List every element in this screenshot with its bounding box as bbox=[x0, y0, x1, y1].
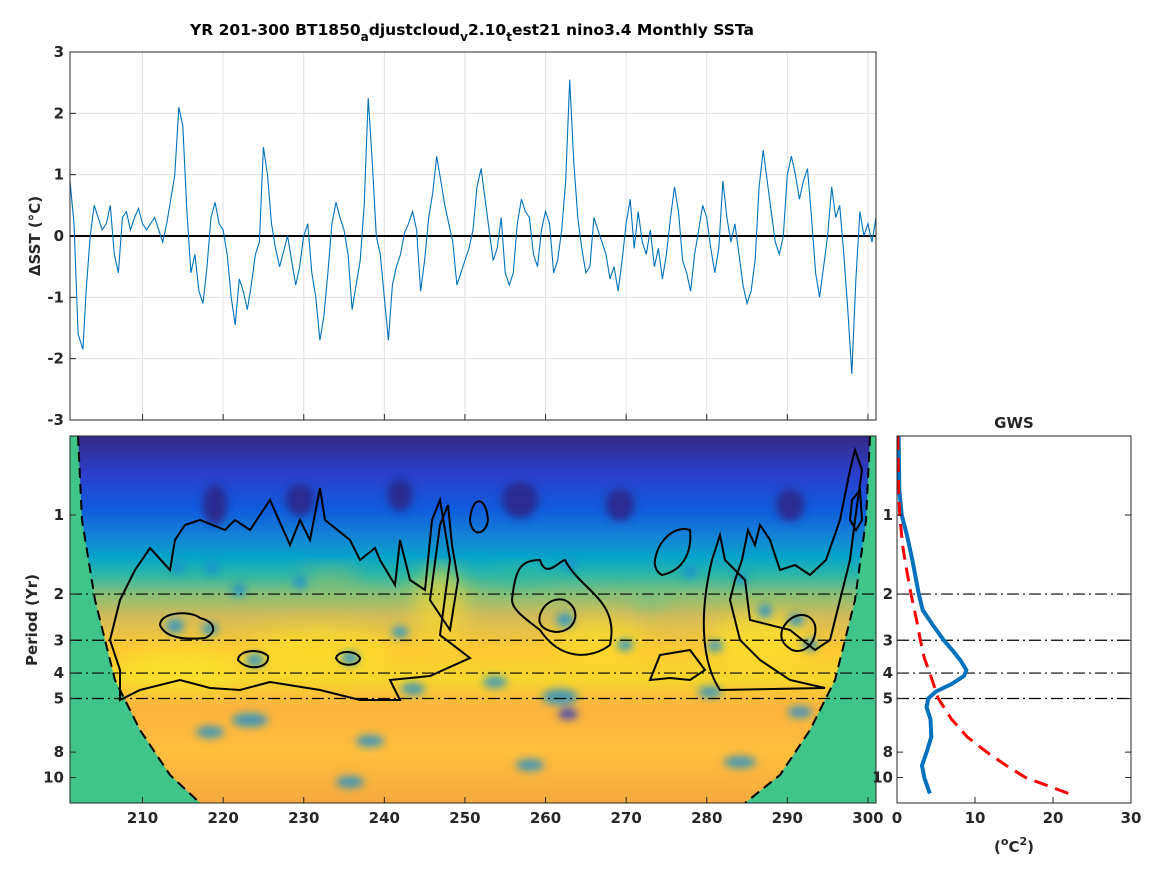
period-tick-label: 3 bbox=[54, 631, 64, 649]
x-tick-label: 210 bbox=[127, 809, 158, 827]
gws-xlabel: (oC2) bbox=[994, 835, 1034, 856]
period-tick-label: 1 bbox=[54, 506, 64, 524]
period-tick-label: 4 bbox=[54, 664, 64, 682]
timeseries-ticks: -3 -2 -1 0 1 2 3 bbox=[47, 43, 869, 429]
gws-period-tick-label: 8 bbox=[883, 743, 893, 761]
wavelet-panel: 210 220 230 240 250 260 270 280 290 300 1 2 3 4 5 8 10 P… bbox=[23, 435, 884, 827]
gws-reference-lines bbox=[897, 593, 1131, 700]
gws-period-tick-label: 3 bbox=[883, 631, 893, 649]
y-tick-label: -1 bbox=[47, 288, 64, 306]
gws-period-tick-label: 1 bbox=[883, 506, 893, 524]
x-tick-label: 220 bbox=[207, 809, 238, 827]
gws-title: GWS bbox=[994, 414, 1034, 432]
y-tick-label: -3 bbox=[47, 411, 64, 429]
y-tick-label: 1 bbox=[54, 166, 64, 184]
gws-period-tick-label: 2 bbox=[883, 585, 893, 603]
y-tick-label: 3 bbox=[54, 43, 64, 61]
x-tick-label: 300 bbox=[852, 809, 883, 827]
y-tick-label: -2 bbox=[47, 350, 64, 368]
wavelet-reference-lines bbox=[70, 593, 876, 700]
gws-period-tick-label: 10 bbox=[872, 769, 893, 787]
wavelet-ylabel: Period (Yr) bbox=[23, 574, 41, 666]
timeseries-ylabel: ΔSST (°C) bbox=[26, 196, 44, 276]
chart-title: YR 201-300 BT1850adjustcloudv2.10test21 … bbox=[189, 21, 754, 44]
x-tick-label: 270 bbox=[610, 809, 641, 827]
gws-panel: GWS 0 10 20 30 1 2 3 4 5 8 10 (oC2) bbox=[872, 414, 1141, 856]
timeseries-panel: -3 -2 -1 0 1 2 3 ΔSST (°C) bbox=[26, 43, 877, 429]
period-tick-label: 10 bbox=[43, 769, 64, 787]
gws-ticks: 0 10 20 30 1 2 3 4 5 8 10 bbox=[872, 506, 1141, 827]
gws-x-tick-label: 10 bbox=[965, 809, 986, 827]
gws-x-tick-label: 0 bbox=[892, 809, 902, 827]
significance-contours bbox=[108, 446, 864, 702]
gws-significance-line bbox=[897, 436, 1070, 795]
x-tick-label: 260 bbox=[530, 809, 561, 827]
cone-of-influence-left bbox=[70, 436, 200, 803]
gws-x-tick-label: 20 bbox=[1043, 809, 1064, 827]
x-tick-label: 230 bbox=[288, 809, 319, 827]
x-tick-label: 240 bbox=[369, 809, 400, 827]
x-tick-label: 290 bbox=[772, 809, 803, 827]
y-tick-label: 0 bbox=[54, 227, 64, 245]
period-tick-label: 5 bbox=[54, 690, 64, 708]
x-tick-label: 250 bbox=[449, 809, 480, 827]
gws-period-tick-label: 5 bbox=[883, 690, 893, 708]
gws-power-line bbox=[897, 436, 969, 795]
gws-x-tick-label: 30 bbox=[1121, 809, 1142, 827]
wavelet-ticks: 210 220 230 240 250 260 270 280 290 300 1 2 3 4 5 8 10 bbox=[43, 506, 883, 827]
y-tick-label: 2 bbox=[54, 104, 64, 122]
wavelet-minima-spots bbox=[166, 479, 818, 788]
sst-series-line bbox=[70, 79, 876, 375]
x-tick-label: 280 bbox=[691, 809, 722, 827]
period-tick-label: 8 bbox=[54, 743, 64, 761]
period-tick-label: 2 bbox=[54, 585, 64, 603]
cone-of-influence-right bbox=[745, 436, 876, 803]
gws-period-tick-label: 4 bbox=[883, 664, 893, 682]
